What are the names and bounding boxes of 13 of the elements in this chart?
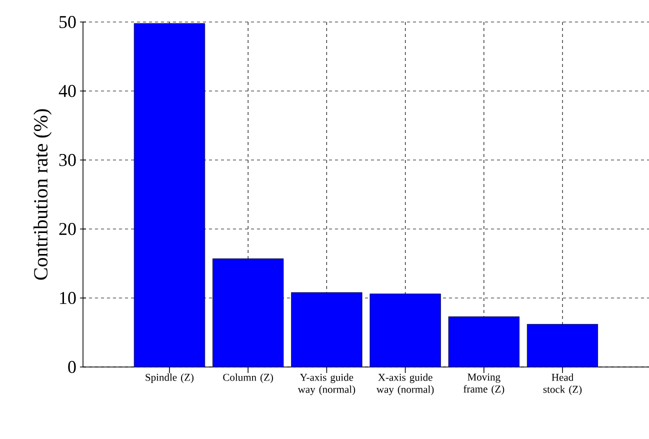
y-tick-label: 50 bbox=[60, 16, 76, 28]
y-tick-label: 30 bbox=[59, 154, 76, 166]
y-axis-title: Contribution rate (%) bbox=[33, 109, 52, 280]
y-tick-label: 40 bbox=[58, 84, 76, 98]
x-tick-label: Y-axis guide way (normal) bbox=[298, 374, 356, 396]
x-tick-label: X-axis guide way (normal) bbox=[376, 374, 434, 396]
x-tick-label: Moving frame (Z) bbox=[464, 374, 504, 395]
x-tick-label: Head stock (Z) bbox=[543, 374, 582, 396]
x-tick-label: Spindle (Z) bbox=[146, 374, 194, 384]
x-tick-label: Column (Z) bbox=[223, 374, 273, 384]
y-tick-label: 20 bbox=[59, 222, 76, 236]
y-tick-label: 10 bbox=[60, 292, 76, 304]
y-tick-label: 0 bbox=[68, 360, 76, 374]
